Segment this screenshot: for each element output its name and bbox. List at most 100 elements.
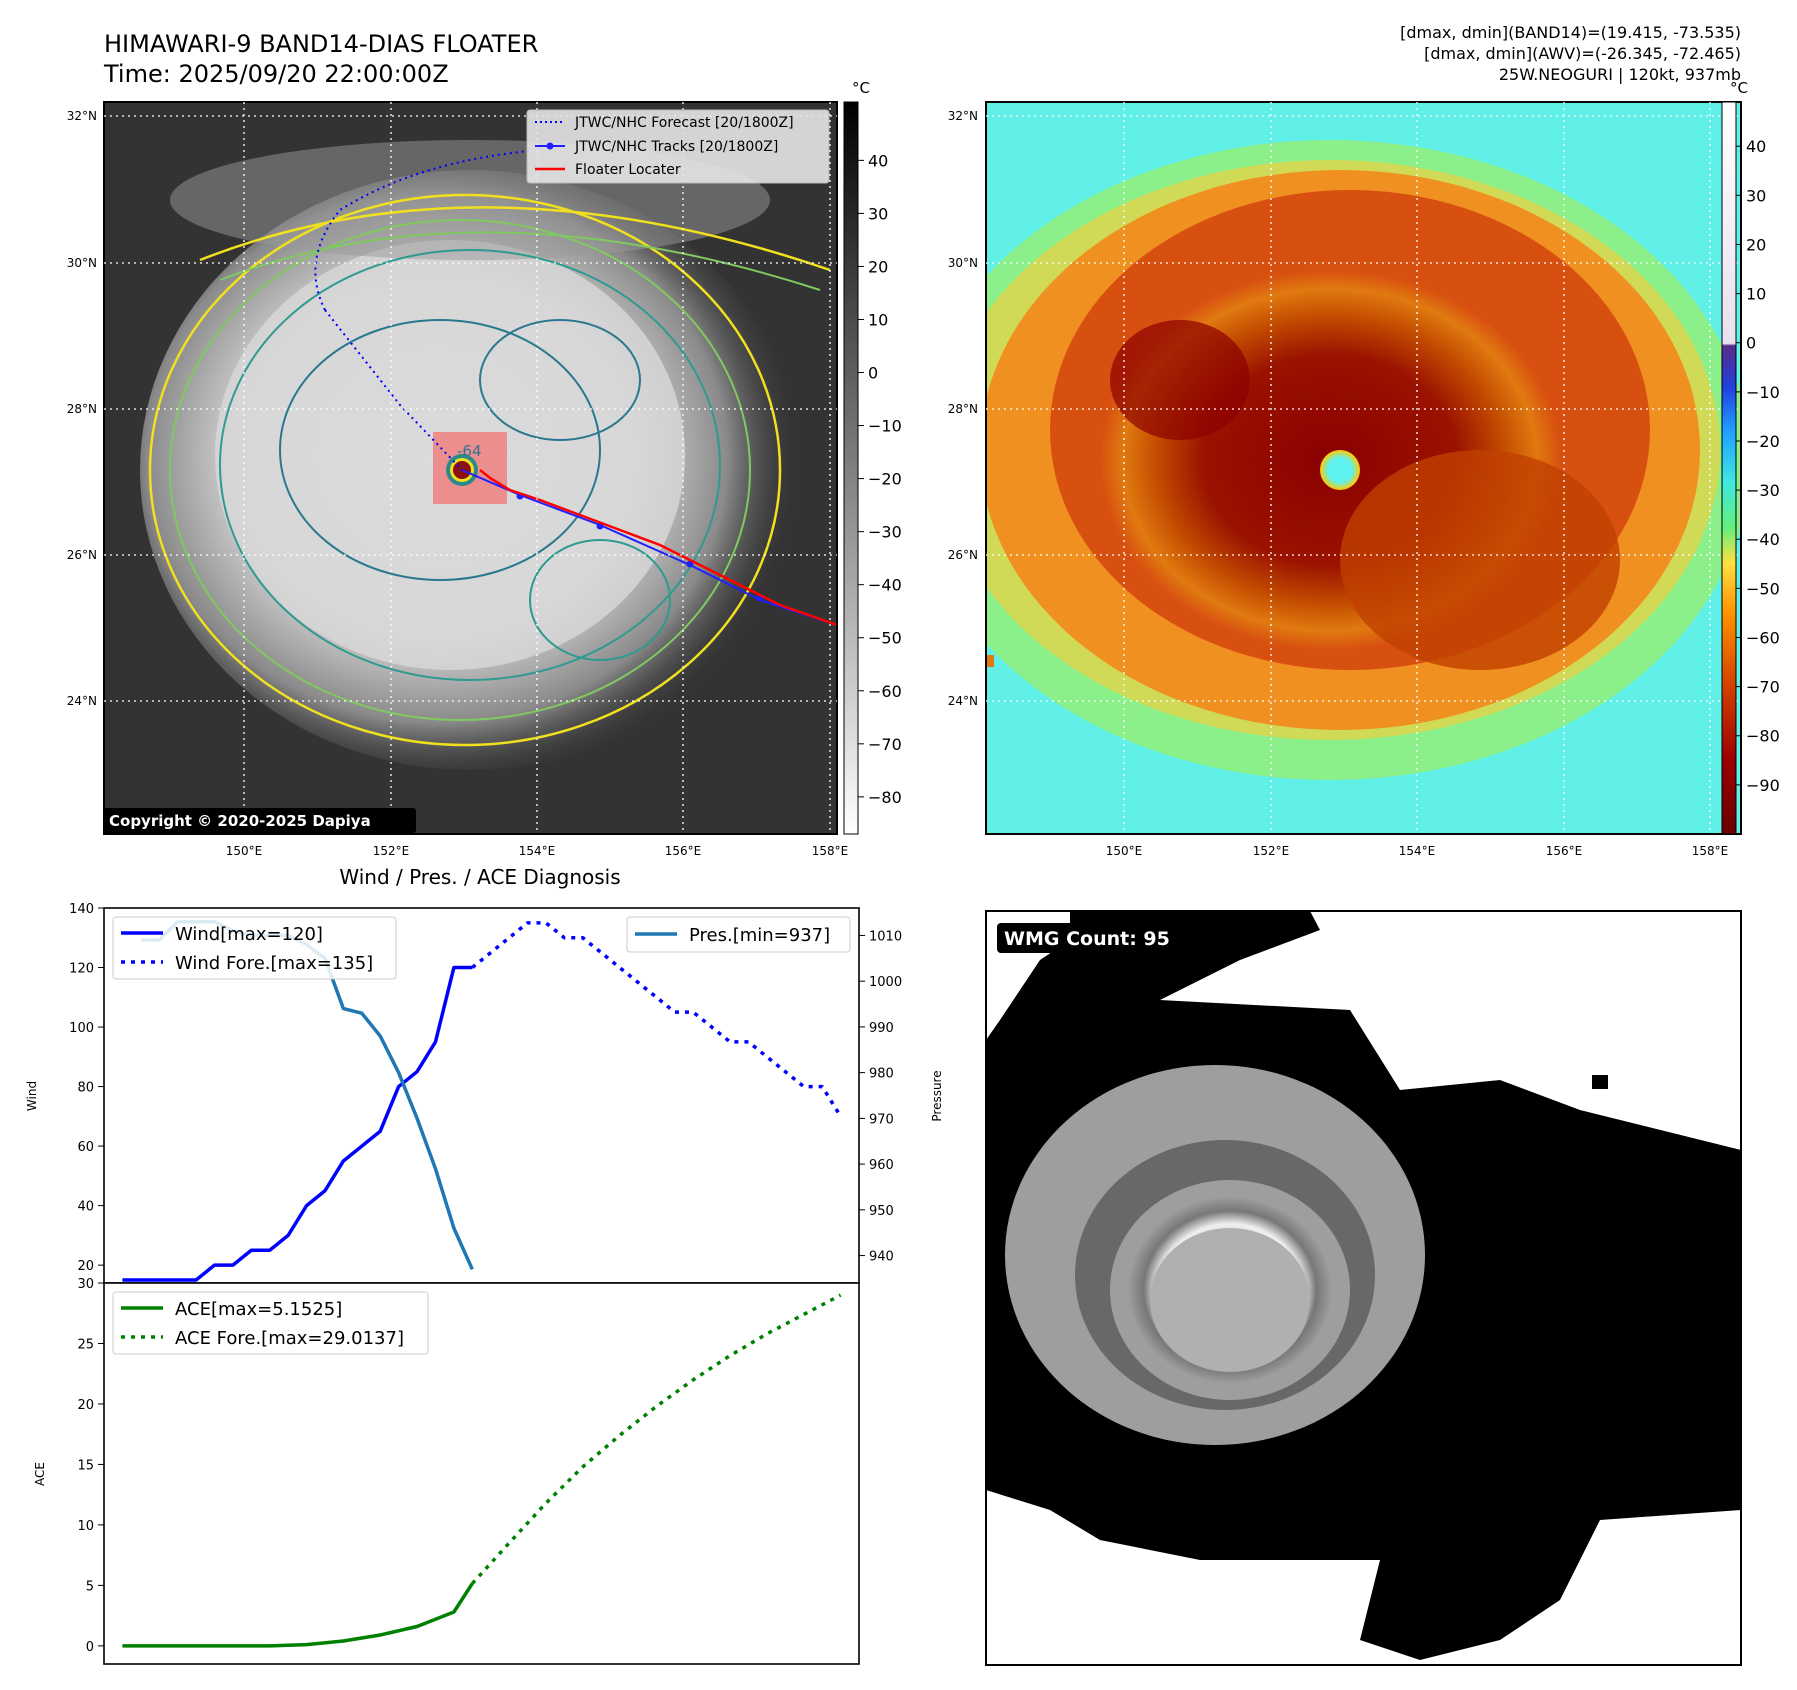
wind-legend: Wind[max=120] Wind Fore.[max=135] [112, 916, 397, 980]
colorbar-color-tick-label: −40 [1746, 530, 1780, 549]
stats-band14: [dmax, dmin](BAND14)=(19.415, -73.535) [1400, 23, 1741, 42]
lat-label: 26°N [948, 548, 978, 562]
legend-tracks: JTWC/NHC Tracks [20/1800Z] [574, 139, 778, 155]
lat-label: 32°N [67, 109, 97, 123]
colorbar-gray-tick-label: −60 [868, 682, 902, 701]
legend-ace-fore: ACE Fore.[max=29.0137] [175, 1328, 404, 1349]
lon-label: 150°E [226, 844, 263, 858]
ace-tick-label: 25 [77, 1337, 94, 1352]
wind-tick-label: 140 [69, 902, 94, 917]
color-map-frame [985, 101, 1742, 835]
pres-legend: Pres.[min=937] [626, 916, 851, 953]
map-right-lat-labels: 32°N 30°N 28°N 26°N 24°N [948, 109, 978, 708]
lat-label: 30°N [67, 256, 97, 270]
ace-line [122, 1582, 474, 1648]
pressure-tick-label: 1000 [869, 975, 902, 990]
colorbar-color-tick-label: −60 [1746, 628, 1780, 647]
colorbar-color-tick-label: 10 [1746, 285, 1766, 304]
diagnosis-title: Wind / Pres. / ACE Diagnosis [339, 865, 620, 889]
colorbar-color: °C 40 30 20 10 0 −10 −20 −30 −40 −50 −60 −70 −80 −90 [1721, 79, 1780, 835]
colorbar-color-tick-label: −70 [1746, 678, 1780, 697]
wind-line [122, 965, 473, 1282]
lat-label: 28°N [948, 402, 978, 416]
ace-tick-label: 5 [86, 1579, 94, 1594]
wind-axis-label: Wind [25, 1081, 39, 1111]
pressure-axis-label: Pressure [930, 1070, 944, 1121]
wind-tick-label: 80 [77, 1081, 94, 1096]
legend-floater: Floater Locater [575, 162, 681, 178]
colorbar-color-tick-label: −20 [1746, 432, 1780, 451]
lat-label: 24°N [948, 694, 978, 708]
colorbar-gray-tick-label: 20 [868, 257, 888, 276]
lat-label: 30°N [948, 256, 978, 270]
pressure-tick-label: 1010 [869, 929, 902, 944]
map-left-lat-labels: 32°N 30°N 28°N 26°N 24°N [67, 109, 97, 708]
figure-title: HIMAWARI-9 BAND14-DIAS FLOATER [104, 30, 538, 58]
wind-forecast-line [471, 921, 843, 1118]
pressure-tick-label: 950 [869, 1204, 894, 1219]
ir-color-map [986, 102, 1741, 834]
ace-tick-label: 15 [77, 1458, 94, 1473]
colorbar-gray-tick-label: −50 [868, 629, 902, 648]
lat-label: 26°N [67, 548, 97, 562]
colorbar-color-tick-label: 0 [1746, 334, 1756, 353]
ace-tick-label: 10 [77, 1519, 94, 1534]
lon-label: 154°E [1399, 844, 1436, 858]
colorbar-gray-tick-label: −30 [868, 523, 902, 542]
figure-time: Time: 2025/09/20 22:00:00Z [103, 60, 449, 88]
pressure-tick-label: 980 [869, 1067, 894, 1082]
ace-legend: ACE[max=5.1525] ACE Fore.[max=29.0137] [112, 1291, 429, 1355]
wmg-image [986, 911, 1741, 1665]
colorbar-color-tick-label: 40 [1746, 137, 1766, 156]
colorbar-color-tick-label: 20 [1746, 235, 1766, 254]
colorbar-gray: °C 40 30 20 10 0 −10 −20 −30 −40 −50 −60 −70 −80 [843, 79, 902, 835]
colorbar-gray-tick-label: −10 [868, 417, 902, 436]
wind-tick-label: 20 [77, 1259, 94, 1274]
colorbar-gray-tick-label: 0 [868, 364, 878, 383]
ace-tick-label: 0 [86, 1640, 94, 1655]
map-right-gridlines [986, 102, 1741, 834]
lat-label: 24°N [67, 694, 97, 708]
ace-tick-label: 30 [77, 1277, 94, 1292]
lat-label: 28°N [67, 402, 97, 416]
colorbar-color-unit: °C [1730, 79, 1748, 97]
copyright-badge: Copyright © 2020-2025 Dapiya [104, 808, 416, 833]
stats-storm: 25W.NEOGURI | 120kt, 937mb [1499, 65, 1741, 84]
map-legend: JTWC/NHC Forecast [20/1800Z] JTWC/NHC Tr… [526, 109, 830, 184]
lon-label: 158°E [1692, 844, 1729, 858]
map-right-lon-labels: 150°E 152°E 154°E 156°E 158°E [1106, 844, 1729, 858]
lon-label: 156°E [1546, 844, 1583, 858]
ir-map-frame [103, 101, 838, 835]
map-left-lon-labels: 150°E 152°E 154°E 156°E 158°E [226, 844, 849, 858]
contour-label: -64 [457, 442, 482, 460]
colorbar-color-tick-label: −30 [1746, 481, 1780, 500]
colorbar-gray-tick-label: 10 [868, 310, 888, 329]
wind-tick-label: 60 [77, 1140, 94, 1155]
lon-label: 150°E [1106, 844, 1143, 858]
lon-label: 154°E [519, 844, 556, 858]
stats-awv: [dmax, dmin](AWV)=(-26.345, -72.465) [1424, 44, 1741, 63]
colorbar-color-tick-label: −90 [1746, 776, 1780, 795]
legend-pres: Pres.[min=937] [689, 925, 830, 946]
colorbar-gray-tick-label: −70 [868, 735, 902, 754]
pressure-tick-label: 940 [869, 1250, 894, 1265]
ace-axis-label: ACE [33, 1462, 47, 1486]
colorbar-gray-unit: °C [852, 79, 870, 97]
pressure-tick-label: 970 [869, 1112, 894, 1127]
wmg-frame [985, 910, 1742, 1666]
pressure-ticks: 1010 1000 990 980 970 960 950 940 [859, 929, 902, 1265]
colorbar-gray-tick-label: 30 [868, 204, 888, 223]
copyright-text: Copyright © 2020-2025 Dapiya [109, 812, 371, 830]
ace-forecast-line [470, 1293, 842, 1585]
ace-tick-label: 20 [77, 1398, 94, 1413]
colorbar-gray-tick-label: −40 [868, 576, 902, 595]
lon-label: 158°E [812, 844, 849, 858]
wind-tick-label: 40 [77, 1200, 94, 1215]
map-left-gridlines [104, 102, 837, 834]
wind-tick-label: 100 [69, 1021, 94, 1036]
colorbar-color-tick-label: 30 [1746, 186, 1766, 205]
wind-ticks: 140 120 100 80 60 40 20 [69, 902, 104, 1274]
colorbar-color-tick-label: −10 [1746, 383, 1780, 402]
ace-ticks: 30 25 20 15 10 5 0 [77, 1277, 104, 1655]
